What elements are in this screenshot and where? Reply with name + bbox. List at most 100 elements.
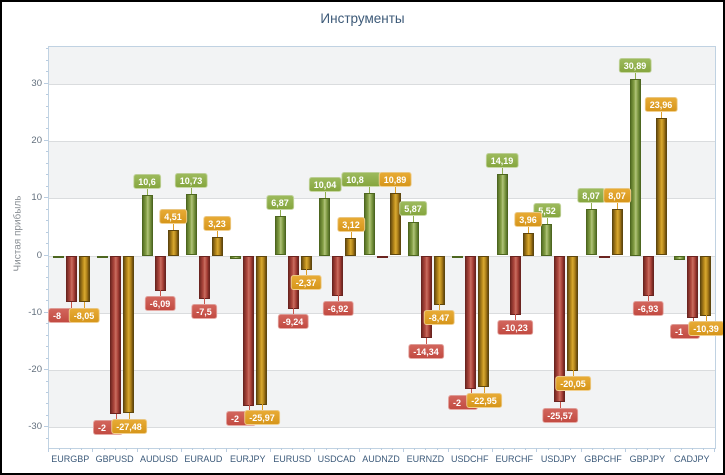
y-axis-tick bbox=[44, 82, 48, 84]
x-axis-minor-tick bbox=[126, 448, 127, 450]
label-connector bbox=[471, 389, 472, 395]
x-axis-minor-tick bbox=[70, 448, 71, 450]
y-axis-tick bbox=[44, 254, 48, 256]
bar-gold-EURCHF bbox=[523, 233, 534, 256]
bar-value-label: 30,89 bbox=[618, 58, 652, 73]
bar-green-USDCAD bbox=[319, 198, 330, 256]
y-axis-minor-tick bbox=[46, 437, 48, 439]
label-connector bbox=[573, 370, 574, 376]
y-tick-label: 0 bbox=[36, 249, 42, 261]
x-axis-minor-tick bbox=[514, 448, 515, 450]
bar-value-label: 3,96 bbox=[514, 212, 542, 227]
x-axis-minor-tick bbox=[303, 448, 304, 450]
bar-value-label: 14,19 bbox=[485, 153, 519, 168]
bar-value-label: 4,51 bbox=[159, 209, 187, 224]
y-axis-minor-tick bbox=[46, 208, 48, 210]
category-label: USDCAD bbox=[317, 454, 356, 464]
x-axis-minor-tick bbox=[559, 448, 560, 450]
x-axis-tick bbox=[670, 448, 671, 452]
x-axis-minor-tick bbox=[381, 448, 382, 450]
bar-red-EURNZD bbox=[421, 256, 432, 338]
label-connector bbox=[173, 224, 174, 230]
bar-red-GBPJPY bbox=[643, 256, 654, 296]
x-axis-minor-tick bbox=[548, 448, 549, 450]
bar-value-label: -8,05 bbox=[68, 308, 100, 323]
label-connector bbox=[351, 232, 352, 238]
category-label: EURNZD bbox=[406, 454, 445, 464]
bar-red-EURCHF bbox=[510, 256, 521, 315]
x-axis-tick bbox=[581, 448, 582, 452]
label-connector bbox=[204, 298, 205, 304]
bar-red-GBPUSD bbox=[110, 256, 121, 414]
x-axis-tick bbox=[137, 448, 138, 452]
y-axis-minor-tick bbox=[46, 59, 48, 61]
bar-value-label: 10,73 bbox=[174, 173, 208, 188]
x-axis-minor-tick bbox=[192, 448, 193, 450]
x-axis-minor-tick bbox=[392, 448, 393, 450]
bar-value-label: -25,97 bbox=[244, 410, 280, 425]
label-connector bbox=[262, 404, 263, 410]
y-axis-tick bbox=[44, 369, 48, 371]
grid-band bbox=[49, 370, 715, 428]
y-axis-minor-tick bbox=[46, 403, 48, 405]
x-axis-minor-tick bbox=[215, 448, 216, 450]
y-axis-minor-tick bbox=[46, 231, 48, 233]
y-axis-tick bbox=[44, 426, 48, 428]
bar-value-label: 10,6 bbox=[133, 174, 161, 189]
bar-green-EURNZD bbox=[408, 222, 419, 256]
x-axis-minor-tick bbox=[459, 448, 460, 450]
x-axis-minor-tick bbox=[603, 448, 604, 450]
y-axis-tick bbox=[44, 197, 48, 199]
x-axis-tick bbox=[181, 448, 182, 452]
bar-value-label: -8,47 bbox=[423, 310, 455, 325]
label-connector bbox=[191, 188, 192, 194]
bar-value-label: 8,07 bbox=[577, 188, 605, 203]
category-label: CADJPY bbox=[674, 454, 710, 464]
category-label: GBPJPY bbox=[629, 454, 666, 464]
category-label: EURAUD bbox=[184, 454, 223, 464]
bar-gold-GBPJPY bbox=[656, 118, 667, 255]
x-axis-minor-tick bbox=[659, 448, 660, 450]
bar-red-EURJPY bbox=[243, 256, 254, 406]
x-axis-minor-tick bbox=[81, 448, 82, 450]
bar-red-USDCAD bbox=[332, 256, 343, 296]
bar-green-EURCHF bbox=[497, 174, 508, 255]
bar-gold-AUDUSD bbox=[168, 230, 179, 256]
y-tick-label: -10 bbox=[28, 306, 42, 318]
bar-green-EURJPY bbox=[230, 256, 241, 259]
x-axis-tick bbox=[492, 448, 493, 452]
label-connector bbox=[306, 269, 307, 275]
x-axis-minor-tick bbox=[292, 448, 293, 450]
y-axis-minor-tick bbox=[46, 105, 48, 107]
bar-green-USDJPY bbox=[541, 224, 552, 256]
bar-gold-USDJPY bbox=[567, 256, 578, 371]
label-connector bbox=[547, 218, 548, 224]
bar-red-USDCHF bbox=[465, 256, 476, 389]
x-axis-minor-tick bbox=[348, 448, 349, 450]
y-axis-minor-tick bbox=[46, 71, 48, 73]
bar-value-label: -7,5 bbox=[191, 304, 217, 319]
gridline bbox=[49, 370, 715, 371]
bar-red-GBPCHF bbox=[599, 256, 610, 258]
y-axis-minor-tick bbox=[46, 414, 48, 416]
bar-gold-GBPUSD bbox=[123, 256, 134, 413]
bar-gold-EURAUD bbox=[212, 237, 223, 256]
label-connector bbox=[591, 203, 592, 209]
y-axis-minor-tick bbox=[46, 94, 48, 96]
x-axis-minor-tick bbox=[647, 448, 648, 450]
x-axis-minor-tick bbox=[326, 448, 327, 450]
category-label: USDCHF bbox=[451, 454, 489, 464]
y-axis-minor-tick bbox=[46, 151, 48, 153]
x-axis-minor-tick bbox=[170, 448, 171, 450]
label-connector bbox=[217, 231, 218, 237]
label-connector bbox=[369, 187, 370, 193]
bar-green-AUDNZD bbox=[364, 193, 375, 255]
bar-value-label: 3,23 bbox=[203, 216, 231, 231]
y-axis-minor-tick bbox=[46, 277, 48, 279]
label-connector bbox=[116, 414, 117, 420]
x-axis-tick bbox=[270, 448, 271, 452]
y-axis-minor-tick bbox=[46, 392, 48, 393]
x-axis-minor-tick bbox=[681, 448, 682, 450]
y-tick-label: -20 bbox=[28, 364, 42, 376]
chart-title: Инструменты bbox=[320, 11, 405, 26]
